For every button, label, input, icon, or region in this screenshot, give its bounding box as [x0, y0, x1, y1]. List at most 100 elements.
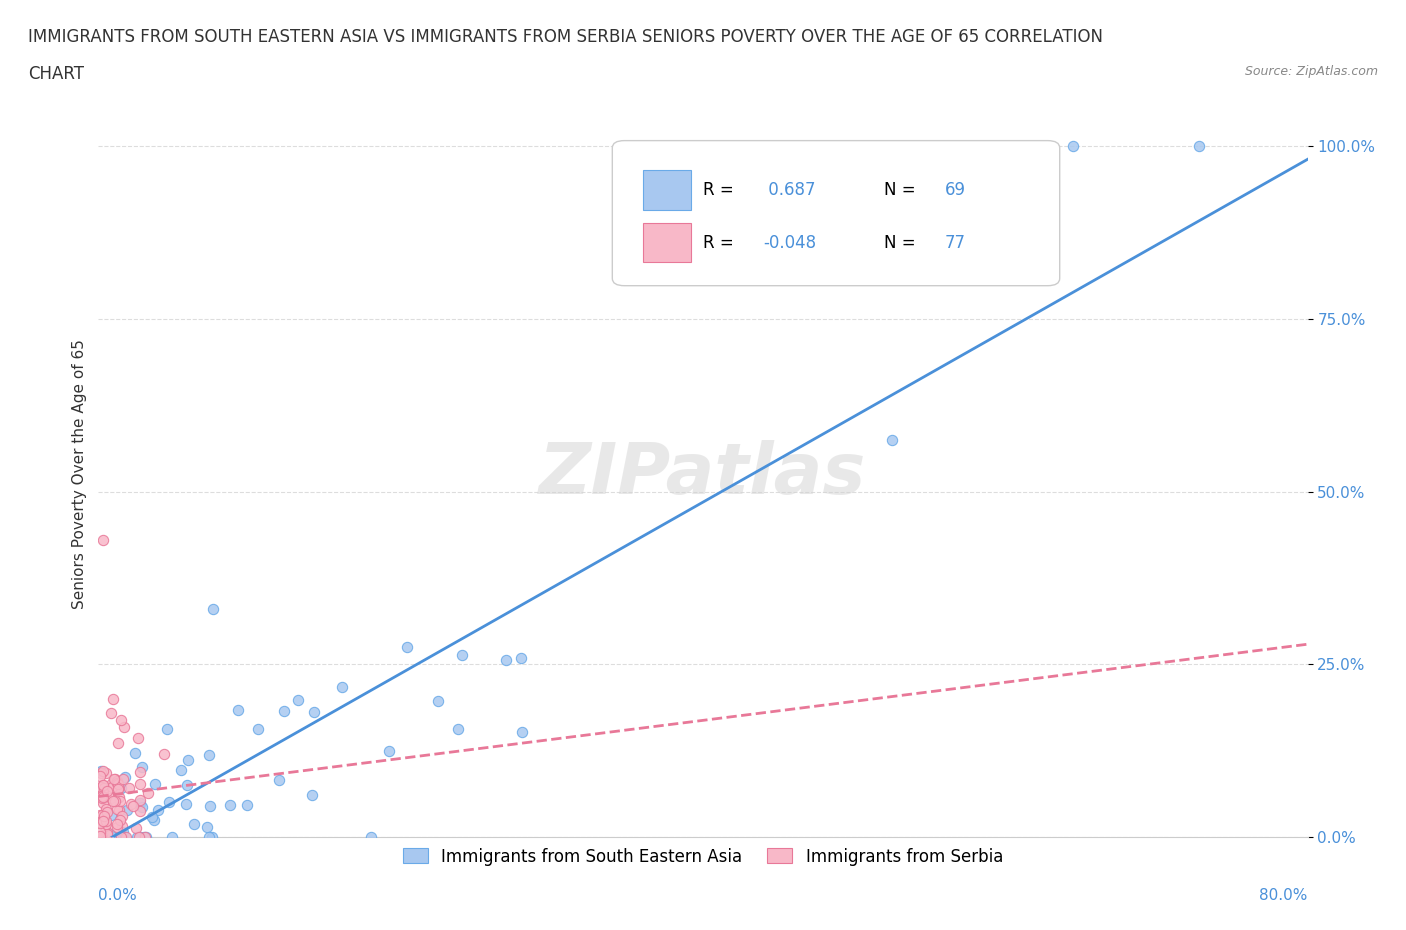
Point — [105, 830, 128, 844]
Point — [89, 829, 111, 844]
Point — [105, 774, 128, 789]
Text: ZIPatlas: ZIPatlas — [540, 440, 866, 509]
Point — [96, 804, 118, 819]
Point — [195, 819, 218, 834]
Point — [304, 704, 326, 719]
Point — [96, 802, 118, 817]
Point — [91, 830, 114, 844]
Point — [107, 736, 129, 751]
Point — [110, 780, 132, 795]
Point — [135, 830, 157, 844]
Point — [93, 830, 115, 844]
Point — [103, 771, 125, 786]
Point — [108, 830, 131, 844]
Point — [94, 818, 117, 833]
Point — [90, 808, 112, 823]
Text: 80.0%: 80.0% — [1260, 888, 1308, 903]
Point — [96, 784, 118, 799]
Point — [111, 808, 134, 823]
Point — [129, 764, 152, 779]
Point — [91, 830, 114, 844]
Point — [105, 782, 128, 797]
Point — [129, 804, 152, 818]
Point — [93, 795, 115, 810]
Point — [89, 807, 111, 822]
Point — [101, 779, 124, 794]
Point — [128, 830, 150, 844]
Point — [98, 827, 121, 842]
Point — [89, 825, 111, 840]
Point — [112, 772, 135, 787]
Text: R =: R = — [703, 234, 740, 252]
Point — [200, 830, 222, 844]
Point — [91, 790, 114, 804]
Point — [132, 830, 155, 844]
Point — [131, 799, 153, 814]
Point — [201, 602, 224, 617]
Point — [107, 817, 129, 831]
Point — [129, 830, 152, 844]
Point — [112, 830, 135, 844]
Point — [94, 765, 117, 780]
Point — [89, 782, 111, 797]
Point — [112, 720, 135, 735]
Point — [170, 762, 193, 777]
Point — [273, 704, 295, 719]
Point — [174, 797, 197, 812]
Point — [121, 798, 143, 813]
Point — [134, 830, 156, 844]
Point — [91, 533, 114, 548]
Point — [198, 799, 221, 814]
Point — [89, 769, 111, 784]
Point — [128, 792, 150, 807]
Point — [93, 764, 115, 778]
Point — [105, 819, 128, 834]
Point — [111, 818, 134, 833]
Legend: Immigrants from South Eastern Asia, Immigrants from Serbia: Immigrants from South Eastern Asia, Immi… — [396, 841, 1010, 872]
Point — [90, 790, 112, 805]
Point — [451, 647, 474, 662]
Point — [177, 752, 200, 767]
Point — [395, 639, 418, 654]
Point — [141, 810, 163, 825]
Point — [142, 813, 165, 828]
Point — [246, 722, 269, 737]
Point — [125, 821, 148, 836]
Point — [1062, 139, 1084, 153]
Text: 77: 77 — [945, 234, 966, 252]
Point — [91, 784, 114, 799]
Point — [101, 691, 124, 706]
Point — [117, 803, 139, 817]
Text: 0.687: 0.687 — [763, 181, 815, 199]
Point — [100, 807, 122, 822]
Point — [160, 830, 183, 844]
Point — [90, 766, 112, 781]
Point — [91, 777, 114, 792]
Point — [90, 764, 112, 778]
Point — [138, 785, 160, 800]
Point — [156, 722, 179, 737]
Point — [96, 827, 118, 842]
Point — [107, 781, 129, 796]
Point — [495, 653, 517, 668]
Text: CHART: CHART — [28, 65, 84, 83]
Point — [101, 776, 124, 790]
Point — [108, 813, 131, 828]
Point — [105, 801, 128, 816]
Point — [107, 803, 129, 817]
Point — [360, 830, 382, 844]
Point — [89, 830, 111, 844]
Point — [101, 794, 124, 809]
Point — [107, 777, 129, 791]
Point — [124, 746, 146, 761]
Point — [510, 724, 533, 739]
Point — [104, 793, 127, 808]
Point — [94, 830, 117, 844]
Point — [226, 703, 249, 718]
Text: N =: N = — [884, 181, 921, 199]
Y-axis label: Seniors Poverty Over the Age of 65: Seniors Poverty Over the Age of 65 — [72, 339, 87, 609]
Point — [94, 817, 117, 831]
Point — [426, 694, 449, 709]
Point — [105, 776, 128, 790]
Point — [146, 803, 169, 817]
